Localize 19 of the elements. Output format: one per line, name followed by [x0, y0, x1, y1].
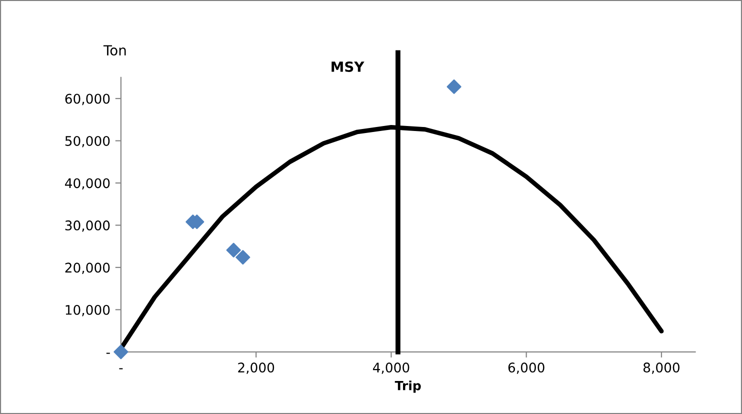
point [114, 344, 128, 360]
x-tick-label: 8,000 [643, 362, 680, 374]
point [446, 79, 462, 94]
point [236, 250, 250, 265]
x-tick-label: 6,000 [508, 362, 544, 374]
x-tick-label: 2,000 [238, 362, 274, 374]
y-tick-label: - [106, 352, 110, 354]
x-axis-title: Trip [394, 380, 421, 393]
x-tick-label: - [119, 368, 123, 370]
y-tick-label: 50,000 [65, 136, 110, 148]
y-tick-label: 20,000 [65, 262, 110, 274]
y-tick-label: 30,000 [65, 220, 110, 232]
y-tick-label: 40,000 [65, 178, 110, 190]
x-tick-label: 4,000 [372, 362, 410, 374]
ref-line-label: MSY [332, 61, 364, 72]
point [226, 242, 241, 258]
y-tick-label: 60,000 [65, 94, 110, 106]
y-tick-label: 10,000 [66, 304, 110, 316]
y-axis-title: Ton [103, 45, 126, 56]
